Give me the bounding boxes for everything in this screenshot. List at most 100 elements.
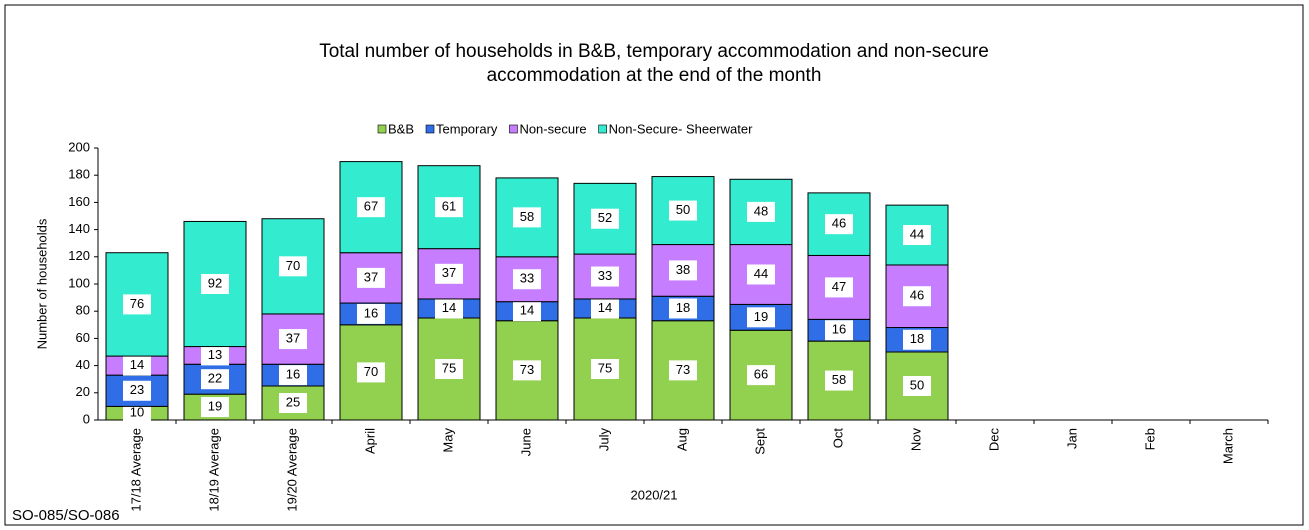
y-axis-title: Number of households <box>34 218 49 349</box>
x-tick-label: Dec <box>986 428 1001 452</box>
value-label-box <box>435 263 463 284</box>
value-label: 46 <box>910 288 924 303</box>
value-label: 67 <box>364 199 378 214</box>
value-label: 37 <box>286 331 300 346</box>
value-label: 14 <box>520 303 534 318</box>
y-tick-label: 180 <box>68 167 90 182</box>
value-label-box <box>279 365 307 386</box>
x-tick-label: Nov <box>908 428 923 452</box>
value-label-box <box>357 303 385 324</box>
value-label-box <box>747 307 775 328</box>
x-tick-label: Aug <box>674 428 689 451</box>
bar-segment <box>885 264 949 329</box>
value-label: 70 <box>286 258 300 273</box>
value-label-box <box>123 403 151 424</box>
value-label: 73 <box>676 362 690 377</box>
value-label: 58 <box>520 209 534 224</box>
value-label: 66 <box>754 367 768 382</box>
x-tick-label: June <box>518 428 533 456</box>
bar-segment <box>261 385 325 421</box>
value-label-box <box>435 197 463 218</box>
value-label: 16 <box>832 322 846 337</box>
bar-segment <box>339 252 403 304</box>
value-label: 73 <box>520 362 534 377</box>
value-label: 38 <box>676 262 690 277</box>
value-label: 48 <box>754 203 768 218</box>
value-label-box <box>201 345 229 366</box>
y-tick-label: 40 <box>76 357 90 372</box>
value-label-box <box>903 376 931 396</box>
value-label-box <box>825 370 853 391</box>
value-label-box <box>201 397 229 418</box>
y-tick-label: 60 <box>76 330 90 345</box>
y-tick-label: 140 <box>68 221 90 236</box>
value-label-box <box>435 359 463 379</box>
value-label: 14 <box>130 357 144 372</box>
value-label: 14 <box>442 300 456 315</box>
value-label-box <box>435 298 463 319</box>
value-label: 13 <box>208 347 222 362</box>
y-tick-label: 20 <box>76 384 90 399</box>
value-label-box <box>903 329 931 350</box>
x-tick-label: May <box>440 428 455 453</box>
y-tick-label: 120 <box>68 248 90 263</box>
x-tick-label: Jan <box>1064 428 1079 449</box>
value-label: 50 <box>910 377 924 392</box>
value-label-box <box>357 267 385 288</box>
value-label: 14 <box>598 300 612 315</box>
value-label-box <box>123 380 151 401</box>
value-label: 19 <box>754 309 768 324</box>
value-label: 61 <box>442 199 456 214</box>
value-label: 33 <box>520 271 534 286</box>
x-tick-label: March <box>1220 428 1235 464</box>
value-label-box <box>513 207 541 228</box>
value-label-box <box>591 208 619 229</box>
value-label-box <box>513 269 541 290</box>
y-tick-label: 200 <box>68 139 90 154</box>
chart-title: accommodation at the end of the month <box>487 65 822 86</box>
y-tick-label: 160 <box>68 194 90 209</box>
legend-swatch <box>377 124 387 134</box>
y-tick-label: 80 <box>76 303 90 318</box>
value-label: 76 <box>130 296 144 311</box>
chart-title: Total number of households in B&B, tempo… <box>319 41 989 62</box>
value-label-box <box>279 329 307 350</box>
value-label: 23 <box>130 382 144 397</box>
value-label: 44 <box>754 266 768 281</box>
value-label: 10 <box>130 405 144 420</box>
value-label: 33 <box>598 268 612 283</box>
value-label: 58 <box>832 372 846 387</box>
value-label: 47 <box>832 279 846 294</box>
value-label: 18 <box>910 331 924 346</box>
value-label-box <box>279 256 307 277</box>
y-tick-label: 0 <box>83 411 90 426</box>
legend-swatch <box>509 124 518 134</box>
value-label-box <box>747 365 775 386</box>
value-label: 19 <box>208 399 222 414</box>
value-label: 16 <box>364 305 378 320</box>
legend-label: Non-Secure- Sheerwater <box>609 121 753 136</box>
value-label-box <box>513 360 541 381</box>
value-label: 16 <box>286 367 300 382</box>
value-label-box <box>903 225 931 246</box>
value-label-box <box>591 298 619 319</box>
y-tick-label: 100 <box>68 275 90 290</box>
x-tick-label: July <box>596 428 611 452</box>
value-label-box <box>201 274 229 294</box>
value-label: 52 <box>598 210 612 225</box>
value-label: 75 <box>442 360 456 375</box>
value-label: 37 <box>364 269 378 284</box>
value-label-box <box>591 266 619 287</box>
value-label-box <box>591 359 619 379</box>
bar-segment <box>651 244 715 297</box>
value-label: 22 <box>208 371 222 386</box>
x-tick-label: 18/19 Average <box>206 428 221 512</box>
value-label-box <box>357 197 385 218</box>
value-label: 70 <box>364 364 378 379</box>
value-label-box <box>669 360 697 381</box>
x-tick-label: Sept <box>752 428 767 455</box>
x-tick-label: 19/20 Average <box>284 428 299 512</box>
x-axis-title: 2020/21 <box>631 487 678 502</box>
value-label-box <box>825 320 853 341</box>
